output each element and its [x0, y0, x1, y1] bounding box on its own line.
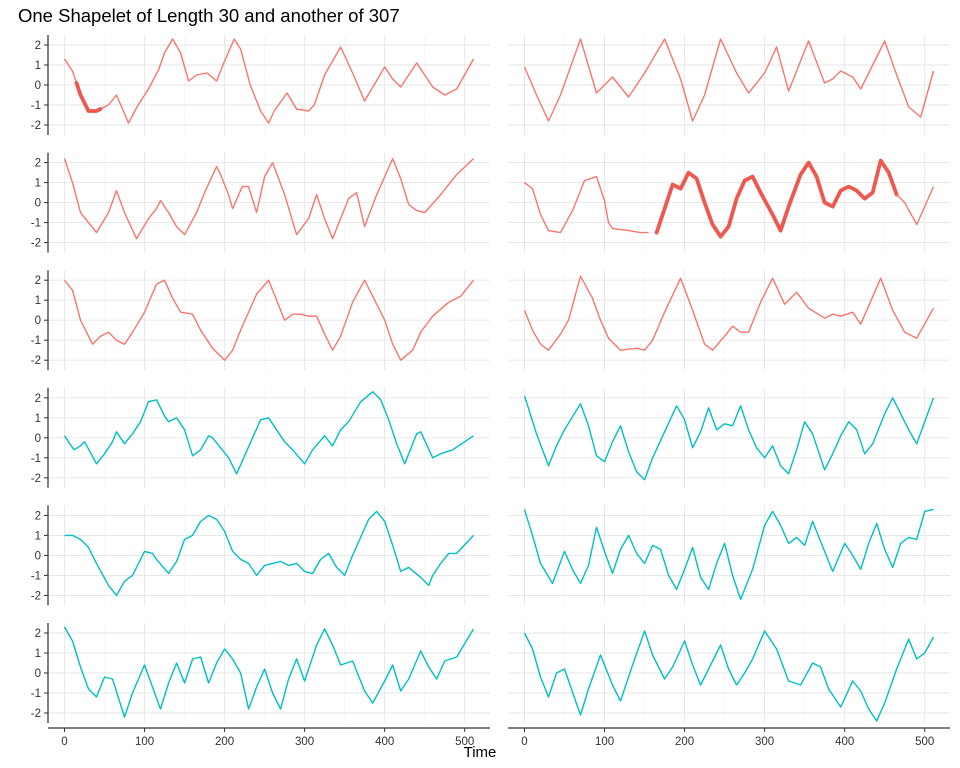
y-tick-label: 2 — [35, 275, 41, 287]
y-tick-label: 0 — [35, 80, 41, 92]
panel-r2-c1: 2 1 0 -1 -2 — [31, 152, 490, 253]
y-tick-label: 0 — [35, 668, 41, 680]
y-tick-label: -2 — [31, 238, 41, 250]
y-tick-label: 0 — [35, 550, 41, 562]
y-tick-label: 2 — [35, 628, 41, 640]
panel-r1-c2 — [508, 35, 950, 135]
y-tick-label: -1 — [31, 570, 41, 582]
y-tick-label: -1 — [31, 453, 41, 465]
y-tick-label: 1 — [35, 648, 41, 660]
x-tick-label: 500 — [915, 736, 934, 748]
y-tick-label: 2 — [35, 158, 41, 170]
y-tick-label: -1 — [31, 100, 41, 112]
panel-r6-c1: 2 1 0 -1 -2 — [31, 623, 490, 723]
panel-r4-c2 — [508, 387, 950, 488]
series-line — [63, 391, 474, 475]
x-tick-label: 200 — [215, 736, 234, 748]
y-tick-label: 0 — [35, 315, 41, 327]
series-line — [64, 510, 475, 597]
panel-r5-c2 — [508, 505, 950, 606]
y-tick-label: 1 — [35, 178, 41, 190]
y-tick-label: -2 — [31, 473, 41, 485]
panel-r6-c2 — [508, 623, 950, 723]
x-tick-label: 500 — [455, 736, 474, 748]
panel-r5-c1: 2 1 0 -1 -2 — [31, 505, 490, 606]
y-tick-label: 0 — [35, 198, 41, 210]
y-tick-label: 1 — [35, 295, 41, 307]
series-line — [524, 175, 649, 234]
x-tick-label: 400 — [835, 736, 854, 748]
series-line — [523, 38, 935, 122]
y-tick-label: -1 — [31, 335, 41, 347]
y-tick-label: 2 — [35, 40, 41, 52]
series-line — [63, 38, 475, 124]
y-tick-label: 2 — [35, 393, 41, 405]
series-line — [523, 395, 935, 481]
x-tick-label: 100 — [595, 736, 614, 748]
panel-r3-c1: 2 1 0 -1 -2 — [31, 270, 490, 371]
series-line — [63, 279, 475, 361]
panel-r2-c2 — [508, 152, 950, 253]
y-tick-label: 1 — [35, 413, 41, 425]
series-line — [523, 508, 934, 601]
panel-r4-c1: 2 1 0 -1 -2 — [31, 387, 490, 488]
y-tick-label: 1 — [35, 60, 41, 72]
y-tick-label: 1 — [35, 530, 41, 542]
panel-r1-c1: 2 1 0 -1 -2 — [31, 35, 490, 135]
y-tick-label: -2 — [31, 590, 41, 602]
y-tick-label: 2 — [35, 510, 41, 522]
series-line — [523, 630, 935, 722]
y-tick-label: -2 — [31, 708, 41, 720]
x-tick-label: 400 — [375, 736, 394, 748]
x-tick-label: 0 — [521, 736, 527, 748]
series-line — [63, 626, 475, 718]
x-tick-label: 0 — [61, 736, 67, 748]
x-tick-label: 200 — [675, 736, 694, 748]
x-tick-label: 300 — [755, 736, 774, 748]
chart-title: One Shapelet of Length 30 and another of… — [18, 5, 400, 26]
y-tick-label: 0 — [35, 433, 41, 445]
panel-r3-c2 — [508, 270, 950, 371]
y-tick-label: -1 — [31, 218, 41, 230]
y-tick-label: -2 — [31, 355, 41, 367]
series-line — [523, 275, 935, 351]
x-tick-label: 100 — [135, 736, 154, 748]
shapelet-highlight — [654, 158, 899, 239]
x-tick-label: 300 — [295, 736, 314, 748]
shapelet-highlight — [74, 81, 103, 113]
y-tick-label: -1 — [31, 688, 41, 700]
x-axis-label: Time — [463, 744, 497, 761]
series-line — [63, 157, 474, 240]
y-tick-label: -2 — [31, 120, 41, 132]
series-line — [896, 186, 935, 226]
